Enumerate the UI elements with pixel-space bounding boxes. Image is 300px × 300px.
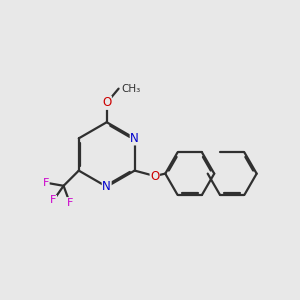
Text: O: O (102, 96, 111, 109)
Text: CH₃: CH₃ (121, 84, 140, 94)
Text: O: O (150, 169, 159, 182)
Text: F: F (50, 196, 56, 206)
Text: N: N (130, 132, 139, 145)
Text: F: F (67, 198, 73, 208)
Text: F: F (43, 178, 49, 188)
Text: N: N (102, 180, 111, 193)
